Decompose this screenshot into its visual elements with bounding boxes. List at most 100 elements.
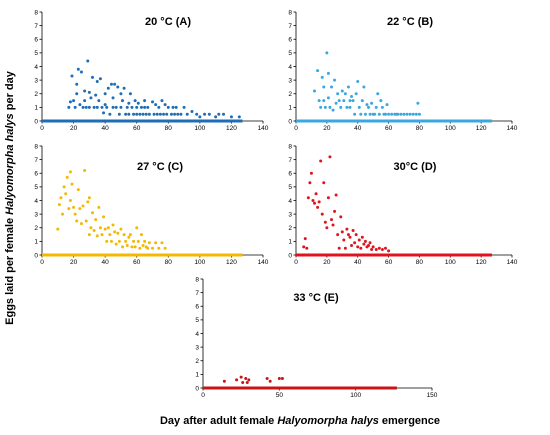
data-point [387, 249, 391, 253]
data-point [73, 212, 77, 216]
y-tick-label: 3 [195, 344, 199, 351]
data-point [136, 101, 140, 105]
y-tick-label: 4 [34, 198, 38, 205]
x-tick-label: 120 [476, 259, 487, 266]
y-tick-label: 7 [34, 157, 38, 164]
data-point [362, 242, 366, 246]
data-point [114, 105, 118, 109]
data-point [67, 207, 71, 211]
data-point [207, 112, 211, 116]
x-tick-label: 0 [40, 125, 44, 132]
data-point [157, 105, 161, 109]
y-tick-label: 8 [34, 143, 38, 150]
data-point [157, 246, 161, 250]
data-point [411, 112, 415, 116]
data-point [405, 112, 409, 116]
data-point [198, 115, 202, 119]
data-point [346, 85, 350, 89]
data-point [239, 375, 243, 379]
x-tick-label: 0 [294, 259, 298, 266]
data-point [229, 115, 233, 119]
data-point [75, 219, 79, 223]
x-tick-label: 80 [416, 125, 424, 132]
data-point [130, 245, 134, 249]
x-tick-label: 0 [294, 125, 298, 132]
data-point [91, 211, 95, 215]
data-point [113, 82, 117, 86]
y-tick-label: 0 [34, 118, 38, 125]
data-point [319, 159, 323, 163]
data-point [135, 105, 139, 109]
data-point [370, 248, 374, 252]
data-point [103, 92, 107, 96]
data-point [203, 112, 207, 116]
data-point [116, 231, 120, 235]
data-point [143, 99, 147, 103]
data-point [373, 112, 377, 116]
y-tick-label: 2 [288, 91, 292, 98]
data-point [146, 246, 150, 250]
data-point [73, 105, 77, 109]
x-tick-label: 40 [354, 125, 362, 132]
data-point [122, 86, 126, 90]
data-point [79, 222, 83, 226]
data-point [323, 105, 327, 109]
data-point [97, 205, 101, 209]
data-point [340, 89, 344, 93]
data-point [83, 99, 87, 103]
data-point [70, 182, 74, 186]
y-tick-label: 7 [195, 290, 199, 297]
data-point [326, 71, 330, 75]
y-tick-label: 1 [288, 105, 292, 112]
data-point [64, 192, 68, 196]
data-point [363, 112, 367, 116]
x-tick-label: 40 [102, 259, 110, 266]
data-point [127, 112, 131, 116]
data-point [302, 245, 306, 249]
data-point [268, 379, 272, 383]
data-point [67, 105, 71, 109]
data-point [350, 243, 354, 247]
data-point [100, 105, 104, 109]
data-point [325, 226, 329, 230]
data-point [357, 105, 361, 109]
data-point [98, 77, 102, 81]
y-tick-label: 1 [288, 239, 292, 246]
data-point [356, 79, 360, 83]
data-point [377, 246, 381, 250]
y-tick-label: 6 [34, 37, 38, 44]
data-point [108, 112, 112, 116]
data-point [308, 181, 312, 185]
x-tick-label: 20 [323, 125, 331, 132]
data-point [130, 105, 134, 109]
data-point [143, 105, 147, 109]
data-point [65, 175, 69, 179]
data-point [345, 227, 349, 231]
data-point [89, 226, 93, 230]
data-point [128, 92, 132, 96]
data-point [151, 246, 154, 250]
data-point [217, 112, 221, 116]
data-point [162, 112, 166, 116]
data-point [244, 376, 248, 380]
data-point [173, 112, 177, 116]
data-point [111, 96, 115, 100]
data-point [316, 69, 320, 73]
data-point [98, 226, 102, 230]
x-tick-label: 80 [165, 125, 173, 132]
data-point [182, 105, 186, 109]
data-point [346, 233, 350, 237]
data-point [379, 99, 383, 103]
x-tick-label: 0 [201, 392, 205, 399]
data-point [139, 105, 143, 109]
chart-title: 27 °C (C) [137, 161, 183, 173]
data-point [408, 112, 412, 116]
x-tick-label: 50 [276, 392, 284, 399]
x-tick-label: 100 [194, 125, 205, 132]
x-tick-label: 20 [70, 259, 78, 266]
data-point [326, 96, 330, 100]
x-tick-label: 140 [507, 125, 518, 132]
